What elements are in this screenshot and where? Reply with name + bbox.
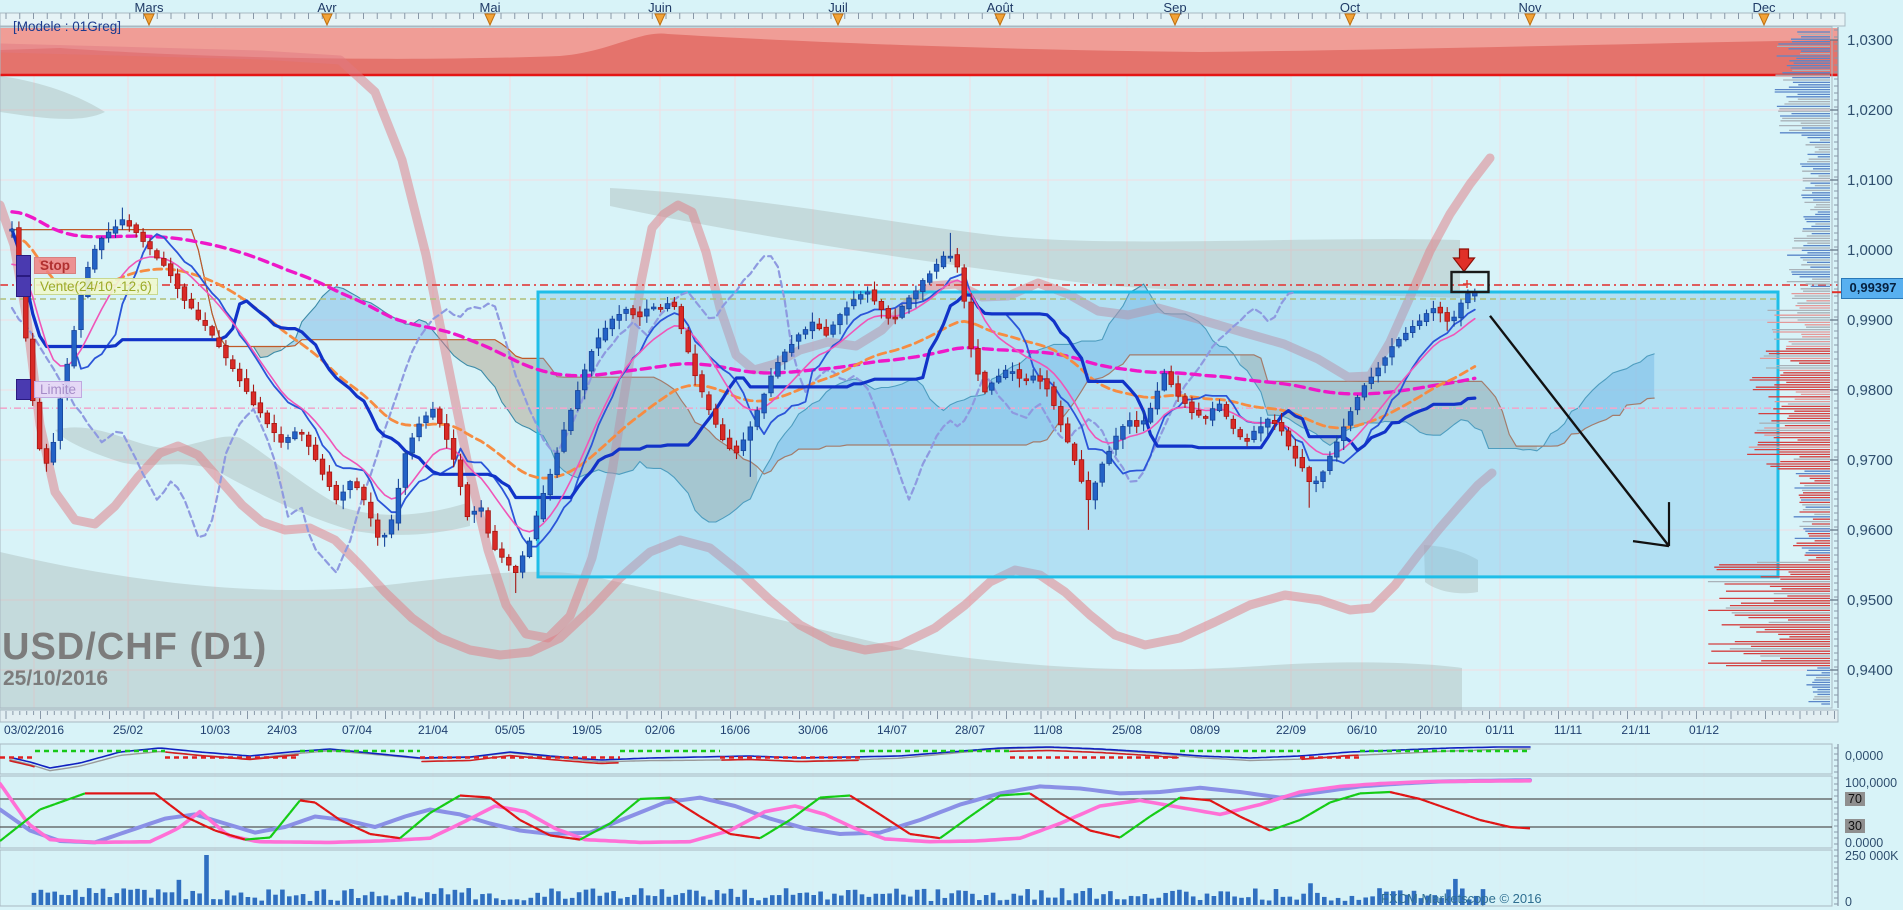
sell-order-label[interactable]: Vente(24/10,-12,6) — [34, 278, 158, 295]
x-axis-label: 25/08 — [1111, 723, 1143, 737]
chart-date: 25/10/2016 — [3, 667, 109, 690]
x-axis-label: 16/06 — [719, 723, 751, 737]
sell-order-marker[interactable]: Vente(24/10,-12,6) — [16, 276, 158, 297]
month-label: Juin — [648, 0, 672, 15]
x-axis-label: 24/03 — [266, 723, 298, 737]
month-label: Sep — [1163, 0, 1187, 15]
x-axis-label: 01/11 — [1485, 723, 1515, 737]
volume-top-label: 250 000K — [1845, 849, 1899, 863]
y-axis-label: 0,9900 — [1847, 312, 1893, 329]
x-axis-label: 07/04 — [341, 723, 373, 737]
current-price-tag: 0,99397 — [1841, 278, 1903, 299]
stoch-top-label: 100,0000 — [1845, 776, 1898, 790]
month-label: Juil — [828, 0, 848, 15]
x-axis-label: 08/09 — [1189, 723, 1221, 737]
y-axis-label: 0,9700 — [1847, 452, 1893, 469]
month-label: Mars — [134, 0, 164, 15]
x-axis-label: 02/06 — [644, 723, 676, 737]
x-axis-label: 19/05 — [571, 723, 603, 737]
x-axis-label: 11/11 — [1553, 723, 1583, 737]
limit-order-marker[interactable]: Limite — [16, 379, 83, 400]
x-axis-label: 14/07 — [876, 723, 908, 737]
month-label: Dec — [1752, 0, 1776, 15]
x-axis-label: 28/07 — [954, 723, 986, 737]
x-axis-label: 11/08 — [1033, 723, 1063, 737]
x-axis-label: 03/02/2016 — [3, 723, 65, 737]
stoch-upper-label: 70 — [1845, 792, 1865, 806]
x-axis-label: 21/11 — [1621, 723, 1651, 737]
x-axis-label: 21/04 — [417, 723, 449, 737]
x-axis-label: 25/02 — [112, 723, 144, 737]
y-axis-label: 1,0000 — [1847, 242, 1893, 259]
month-label: Mai — [479, 0, 501, 15]
y-axis-label: 1,0300 — [1847, 32, 1893, 49]
y-axis-label: 0,9800 — [1847, 382, 1893, 399]
month-label: Août — [986, 0, 1014, 15]
order-handle-icon[interactable] — [16, 255, 31, 276]
page-title: USD/CHF (D1) — [2, 626, 268, 668]
x-axis-label: 05/05 — [494, 723, 526, 737]
y-axis-label: 1,0200 — [1847, 102, 1893, 119]
x-axis-label: 20/10 — [1416, 723, 1448, 737]
month-label: Oct — [1339, 0, 1361, 15]
month-label: Avr — [317, 0, 337, 15]
watermark: FXCM Marketscope © 2016 — [1381, 891, 1542, 906]
order-handle-icon[interactable] — [16, 379, 31, 400]
volume-bottom-label: 0 — [1845, 895, 1852, 909]
y-axis-label: 0,9400 — [1847, 662, 1893, 679]
stoch-bottom-label: 0.0000 — [1845, 836, 1884, 850]
y-axis-label: 0,9500 — [1847, 592, 1893, 609]
x-axis-label: 01/12 — [1688, 723, 1720, 737]
y-axis-label: 0,9600 — [1847, 522, 1893, 539]
x-axis-label: 30/06 — [797, 723, 829, 737]
x-axis-label: 10/03 — [199, 723, 231, 737]
stoch-lower-label: 30 — [1845, 819, 1865, 833]
stop-order-label[interactable]: Stop — [34, 257, 76, 274]
limit-order-label[interactable]: Limite — [34, 381, 83, 398]
macd-zero-label: 0,0000 — [1845, 749, 1884, 763]
month-label: Nov — [1518, 0, 1542, 15]
x-axis-label: 06/10 — [1346, 723, 1378, 737]
model-label: [Modele : 01Greg] — [13, 19, 122, 34]
y-axis-label: 1,0100 — [1847, 172, 1893, 189]
x-axis-label: 22/09 — [1275, 723, 1307, 737]
stop-order-marker[interactable]: Stop — [16, 255, 76, 276]
order-handle-icon[interactable] — [16, 276, 31, 297]
